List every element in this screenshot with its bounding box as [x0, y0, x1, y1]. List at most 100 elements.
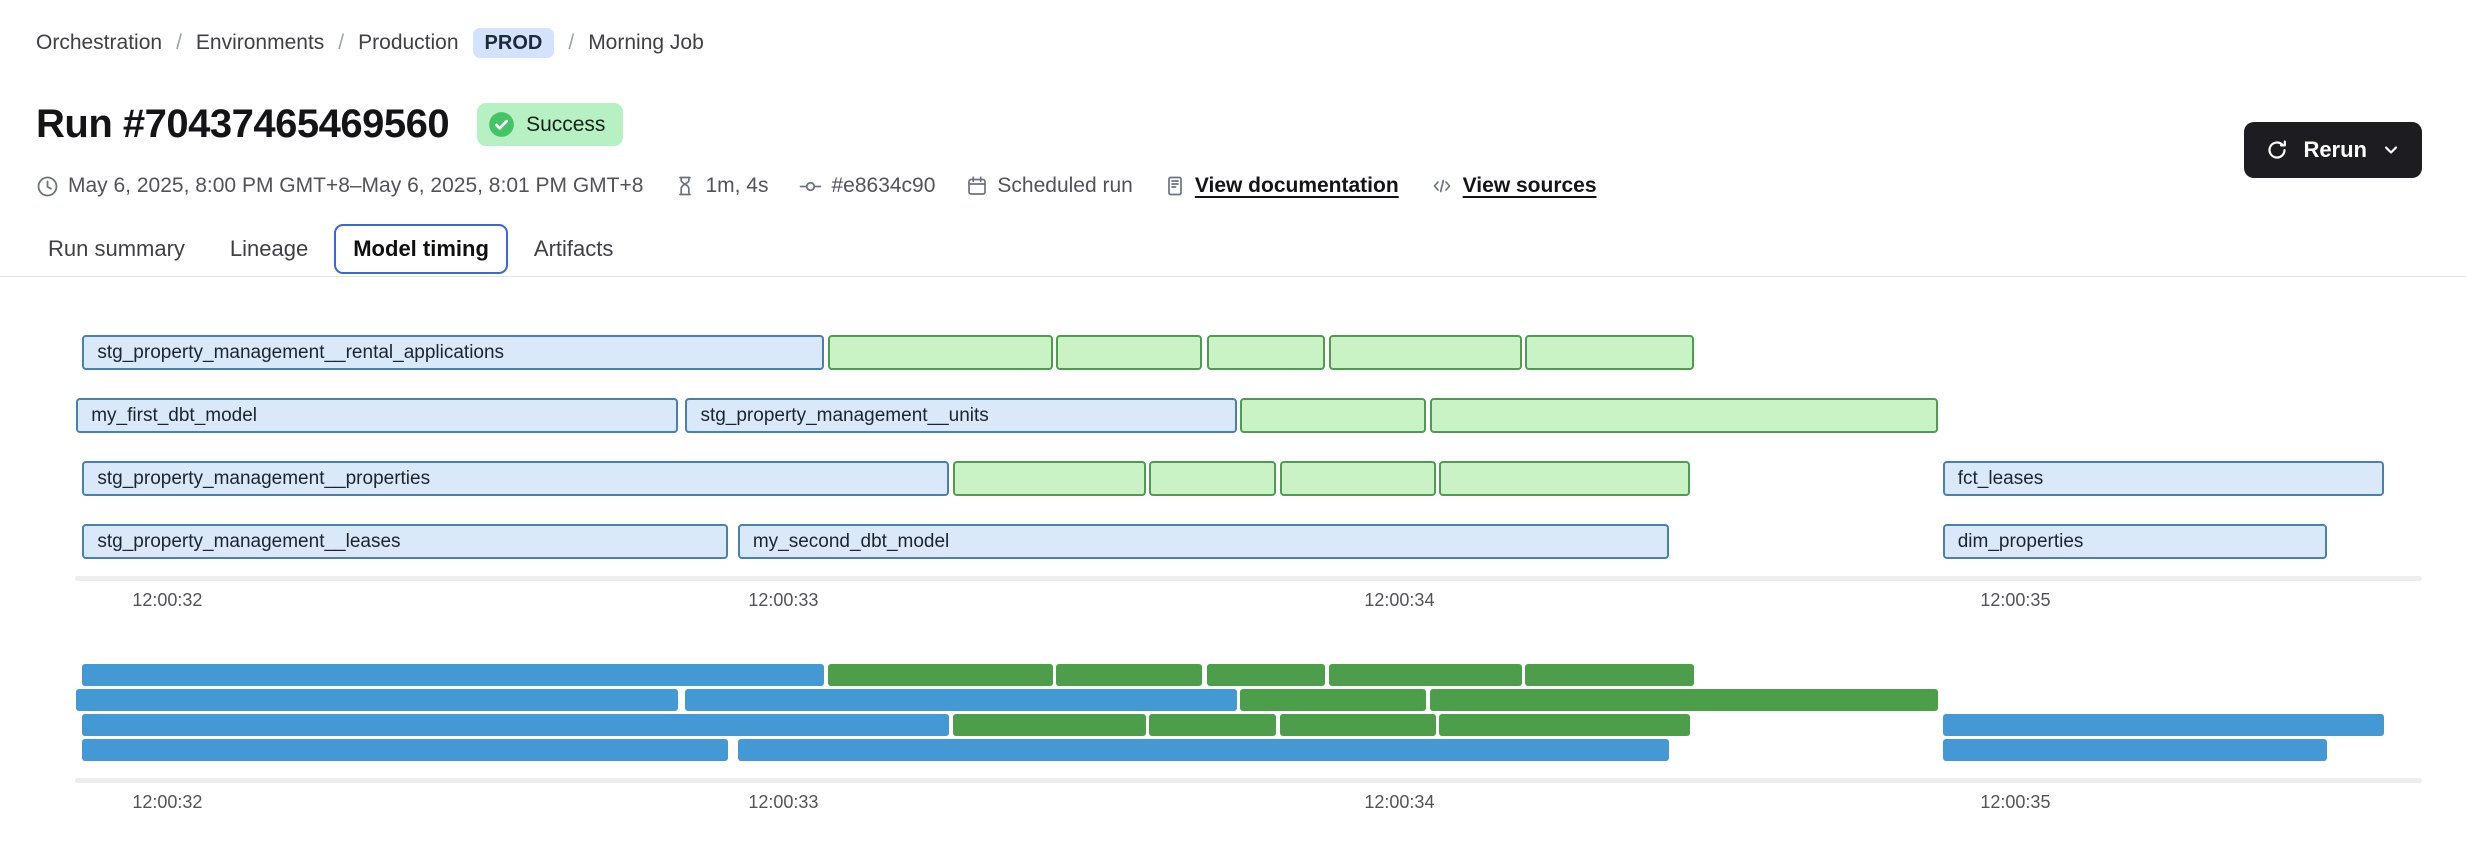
- minimap-axis-track: [75, 778, 2422, 783]
- meta-time-range: May 6, 2025, 8:00 PM GMT+8–May 6, 2025, …: [36, 174, 643, 198]
- axis-tick-label: 12:00:34: [1364, 590, 1435, 610]
- test-bar[interactable]: [1525, 335, 1694, 370]
- mini-test-bar[interactable]: [1279, 714, 1436, 736]
- axis-tick-label: 12:00:33: [748, 792, 819, 812]
- mini-test-bar[interactable]: [1207, 664, 1326, 686]
- page-title: Run #70437465469560: [36, 102, 450, 146]
- tab-lineage[interactable]: Lineage: [229, 236, 309, 261]
- axis-tick-label: 12:00:33: [748, 590, 819, 610]
- breadcrumb: Orchestration / Environments / Productio…: [0, 0, 2466, 58]
- test-bar[interactable]: [1240, 398, 1426, 433]
- status-badge: Success: [477, 103, 624, 146]
- test-bar[interactable]: [1279, 461, 1436, 496]
- test-bar[interactable]: [1055, 335, 1203, 370]
- mini-test-bar[interactable]: [1438, 714, 1690, 736]
- tab-model-timing[interactable]: Model timing: [334, 224, 508, 274]
- mini-model-bar-stg_property_management__units[interactable]: [685, 689, 1238, 711]
- breadcrumb-item-production[interactable]: Production: [358, 31, 459, 54]
- meta-duration-label: 1m, 4s: [705, 174, 769, 197]
- model-bar-my_second_dbt_model[interactable]: my_second_dbt_model: [737, 524, 1669, 559]
- view-documentation-link-item: View documentation: [1164, 174, 1399, 198]
- mini-model-bar-dim_properties[interactable]: [1942, 739, 2328, 761]
- tab-run-summary[interactable]: Run summary: [48, 236, 185, 261]
- view-sources-link-item: View sources: [1430, 174, 1597, 198]
- test-bar[interactable]: [1429, 398, 1939, 433]
- minimap-row: [75, 664, 2422, 686]
- model-bar-label: stg_property_management__leases: [97, 530, 401, 552]
- model-bar-label: fct_leases: [1957, 467, 2044, 489]
- mini-model-bar-my_first_dbt_model[interactable]: [76, 689, 679, 711]
- mini-model-bar-stg_property_management__properties[interactable]: [82, 714, 949, 736]
- model-bar-label: dim_properties: [1957, 530, 2084, 552]
- status-badge-label: Success: [526, 112, 606, 136]
- tab-artifacts[interactable]: Artifacts: [533, 236, 614, 261]
- model-bar-label: my_first_dbt_model: [91, 404, 258, 426]
- rerun-button[interactable]: Rerun: [2244, 122, 2422, 178]
- meta-duration: 1m, 4s: [674, 174, 768, 198]
- mini-model-bar-stg_property_management__rental_applications[interactable]: [82, 664, 825, 686]
- meta-trigger: Scheduled run: [966, 174, 1133, 198]
- axis-tick-label: 12:00:32: [132, 792, 203, 812]
- model-bar-label: stg_property_management__rental_applicat…: [97, 341, 505, 363]
- test-bar[interactable]: [1328, 335, 1522, 370]
- mini-test-bar[interactable]: [1055, 664, 1203, 686]
- test-bar[interactable]: [1148, 461, 1277, 496]
- clock-icon: [37, 176, 58, 196]
- model-bar-stg_property_management__leases[interactable]: stg_property_management__leases: [82, 524, 728, 559]
- mini-test-bar[interactable]: [1328, 664, 1522, 686]
- axis-tick-label: 12:00:35: [1980, 792, 2051, 812]
- mini-model-bar-my_second_dbt_model[interactable]: [737, 739, 1669, 761]
- gantt-row: stg_property_management__properties fct_l…: [75, 461, 2422, 496]
- test-bar[interactable]: [827, 335, 1053, 370]
- meta-commit-label: #e8634c90: [831, 174, 936, 197]
- gantt-row: stg_property_management__leases my_second…: [75, 524, 2422, 559]
- breadcrumb-item-orchestration[interactable]: Orchestration: [36, 31, 163, 54]
- title-row: Run #70437465469560 Success: [0, 102, 2466, 147]
- gantt-minimap[interactable]: [75, 664, 2422, 761]
- test-bar[interactable]: [1207, 335, 1326, 370]
- mini-test-bar[interactable]: [827, 664, 1053, 686]
- refresh-icon: [2268, 140, 2287, 159]
- meta-commit: #e8634c90: [799, 174, 935, 198]
- tabs-divider: [0, 276, 2466, 277]
- gantt-minimap-axis: 12:00:32 12:00:33 12:00:34 12:00:35: [75, 792, 2422, 816]
- model-bar-dim_properties[interactable]: dim_properties: [1942, 524, 2328, 559]
- rerun-button-label: Rerun: [2303, 137, 2367, 162]
- mini-test-bar[interactable]: [1240, 689, 1426, 711]
- mini-test-bar[interactable]: [1525, 664, 1694, 686]
- mini-test-bar[interactable]: [1148, 714, 1277, 736]
- meta-trigger-label: Scheduled run: [997, 174, 1133, 197]
- model-bar-label: stg_property_management__properties: [97, 467, 431, 489]
- mini-model-bar-stg_property_management__leases[interactable]: [82, 739, 728, 761]
- model-bar-my_first_dbt_model[interactable]: my_first_dbt_model: [76, 398, 679, 433]
- mini-test-bar[interactable]: [953, 714, 1146, 736]
- model-bar-stg_property_management__units[interactable]: stg_property_management__units: [685, 398, 1238, 433]
- model-bar-label: stg_property_management__units: [700, 404, 989, 426]
- axis-tick-label: 12:00:34: [1364, 792, 1435, 812]
- breadcrumb-item-environments[interactable]: Environments: [195, 31, 325, 54]
- breadcrumb-separator: /: [338, 31, 345, 54]
- gantt-row: my_first_dbt_model stg_property_managemen…: [75, 398, 2422, 433]
- test-bar[interactable]: [1438, 461, 1690, 496]
- gantt-detail-axis: 12:00:32 12:00:33 12:00:34 12:00:35: [75, 590, 2422, 614]
- mini-test-bar[interactable]: [1429, 689, 1939, 711]
- minimap-row: [75, 714, 2422, 736]
- run-meta-row: May 6, 2025, 8:00 PM GMT+8–May 6, 2025, …: [0, 174, 2466, 198]
- calendar-icon: [968, 176, 987, 195]
- meta-time-range-label: May 6, 2025, 8:00 PM GMT+8–May 6, 2025, …: [68, 174, 644, 197]
- mini-model-bar-fct_leases[interactable]: [1942, 714, 2384, 736]
- model-bar-stg_property_management__properties[interactable]: stg_property_management__properties: [82, 461, 949, 496]
- view-sources-link[interactable]: View sources: [1462, 174, 1597, 197]
- environment-badge: PROD: [472, 28, 555, 58]
- axis-tick-label: 12:00:35: [1980, 590, 2051, 610]
- code-icon: [1433, 179, 1451, 193]
- gantt-detail-chart: stg_property_management__rental_applicat…: [75, 335, 2422, 559]
- model-bar-fct_leases[interactable]: fct_leases: [1942, 461, 2384, 496]
- model-timing-chart: stg_property_management__rental_applicat…: [0, 335, 2466, 816]
- check-circle-icon: [489, 112, 514, 137]
- view-documentation-link[interactable]: View documentation: [1194, 174, 1399, 197]
- test-bar[interactable]: [953, 461, 1146, 496]
- model-bar-label: my_second_dbt_model: [752, 530, 950, 552]
- model-bar-stg_property_management__rental_applications[interactable]: stg_property_management__rental_applicat…: [82, 335, 825, 370]
- hourglass-icon: [679, 176, 692, 196]
